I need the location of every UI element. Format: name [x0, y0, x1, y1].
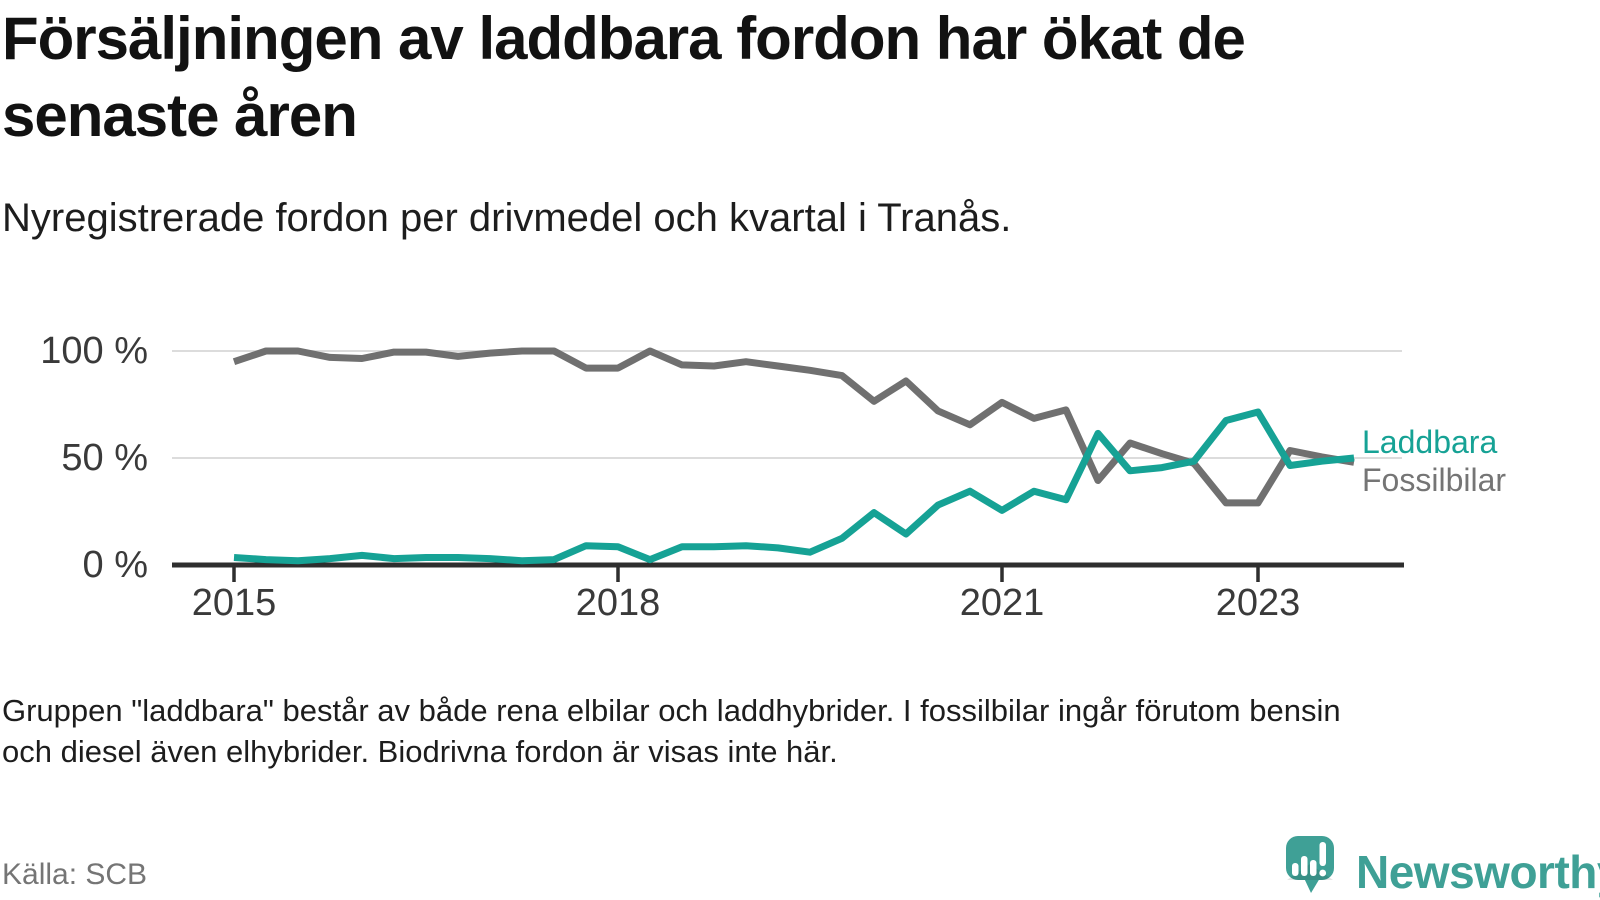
line-laddbara: [233, 408, 1355, 565]
legend-fossilbilar: Fossilbilar: [1362, 462, 1507, 498]
footnote-line2: och diesel även elhybrider. Biodrivna fo…: [2, 734, 838, 769]
source-label: Källa: SCB: [2, 858, 148, 891]
chart-footnote: Gruppen "laddbara" består av både rena e…: [2, 690, 1598, 772]
line-fossilbilar: [232, 347, 1355, 507]
logo-exclamation-bar: [1319, 842, 1326, 866]
y-tick-label-50: 50 %: [61, 437, 148, 479]
logo-bar-1: [1292, 863, 1299, 876]
y-tick-label-100: 100 %: [40, 330, 148, 372]
chart-subtitle: Nyregistrerade fordon per drivmedel och …: [2, 196, 1012, 240]
x-axis-ticks: [232, 567, 1260, 582]
newsworthy-logo-icon[interactable]: [1284, 834, 1340, 896]
x-tick-label-2021: 2021: [959, 582, 1045, 624]
footnote-line1: Gruppen "laddbara" består av både rena e…: [2, 693, 1341, 728]
page-title-line2: senaste åren: [2, 82, 358, 149]
logo-bubble-tail: [1304, 878, 1320, 893]
logo-bar-3: [1310, 860, 1317, 876]
x-tick-label-2015: 2015: [191, 582, 277, 624]
legend-laddbara: Laddbara: [1362, 424, 1498, 460]
page-title: Försäljningen av laddbara fordon har öka…: [2, 0, 1562, 154]
data-series-lines: [232, 347, 1355, 565]
brand-name[interactable]: Newsworthy: [1356, 846, 1600, 898]
x-tick-label-2018: 2018: [575, 582, 661, 624]
logo-exclamation-dot: [1319, 869, 1327, 877]
y-tick-label-0: 0 %: [82, 544, 148, 586]
logo-bar-2: [1301, 856, 1308, 876]
x-tick-label-2023: 2023: [1215, 582, 1301, 624]
page-title-line1: Försäljningen av laddbara fordon har öka…: [2, 5, 1246, 72]
